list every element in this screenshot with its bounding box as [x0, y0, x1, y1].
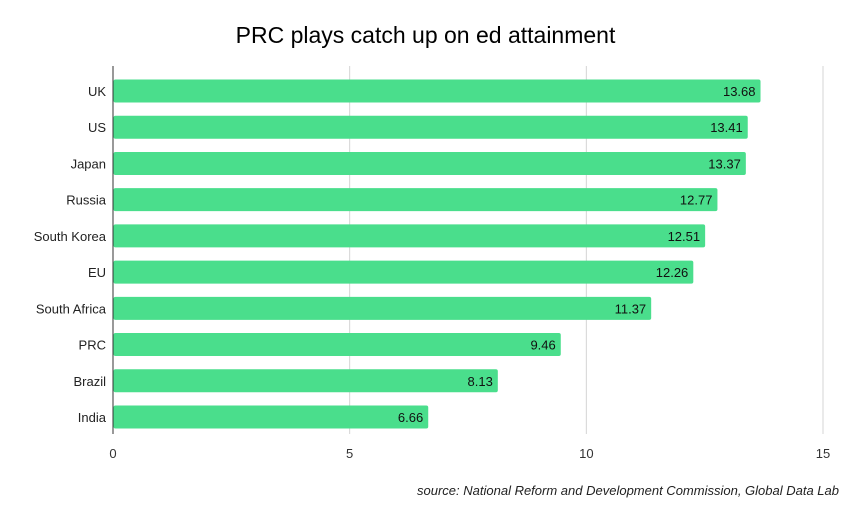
x-tick-label: 5 — [346, 446, 353, 461]
value-label: 8.13 — [468, 374, 493, 389]
x-tick-label: 0 — [109, 446, 116, 461]
value-label: 9.46 — [530, 338, 555, 353]
category-label: South Africa — [36, 301, 107, 316]
category-label: Japan — [71, 156, 106, 171]
category-label: India — [78, 410, 107, 425]
value-label: 13.41 — [710, 120, 743, 135]
category-label: Brazil — [73, 374, 106, 389]
bar — [113, 260, 694, 284]
chart-title: PRC plays catch up on ed attainment — [235, 22, 616, 48]
category-label: EU — [88, 265, 106, 280]
bar — [113, 79, 761, 103]
bars — [113, 79, 761, 429]
x-tick-label: 15 — [816, 446, 830, 461]
category-label: South Korea — [34, 229, 107, 244]
value-label: 12.77 — [680, 193, 713, 208]
value-label: 13.68 — [723, 84, 756, 99]
value-label: 6.66 — [398, 410, 423, 425]
category-label: Russia — [66, 193, 107, 208]
value-label: 11.37 — [615, 301, 647, 316]
bar — [113, 151, 746, 175]
value-label: 12.51 — [668, 229, 701, 244]
category-label: PRC — [79, 338, 106, 353]
bar — [113, 333, 561, 357]
value-label: 13.37 — [708, 156, 741, 171]
bar — [113, 405, 429, 429]
bar — [113, 224, 706, 248]
value-label: 12.26 — [656, 265, 689, 280]
bar — [113, 296, 652, 320]
source-note: source: National Reform and Development … — [417, 483, 839, 498]
bar — [113, 115, 748, 139]
category-labels: UK US Japan Russia South Korea EU South Africa… — [34, 84, 107, 425]
x-tick-label: 10 — [579, 446, 593, 461]
x-tick-labels: 0 5 10 15 — [109, 446, 830, 461]
category-label: US — [88, 120, 106, 135]
bar — [113, 369, 498, 393]
value-labels: 13.68 13.41 13.37 12.77 12.51 12.26 11.37 9.46 8… — [398, 84, 756, 425]
category-label: UK — [88, 84, 106, 99]
bar — [113, 188, 718, 212]
